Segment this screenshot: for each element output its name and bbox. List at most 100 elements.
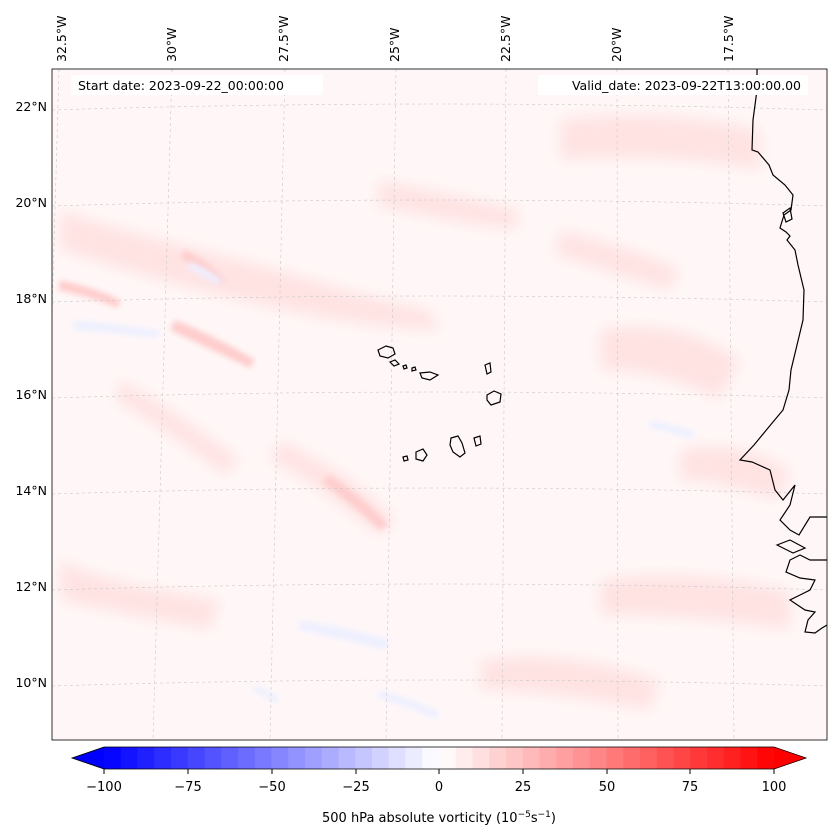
colorbar-segment xyxy=(254,747,272,769)
colorbar: −100 −75 −50 −25 0 25 50 75 100 500 hPa … xyxy=(70,746,808,826)
colorbar-segment xyxy=(539,747,557,769)
colorbar-segment xyxy=(321,747,339,769)
colorbar-segment xyxy=(422,747,440,769)
lon-label: 22.5°W xyxy=(498,16,513,62)
colorbar-segment xyxy=(120,747,138,769)
cb-tick-label: −50 xyxy=(258,780,285,795)
start-date-label: Start date: 2023-09-22_00:00:00 xyxy=(78,78,284,93)
colorbar-segment xyxy=(388,747,406,769)
colorbar-segment xyxy=(238,747,256,769)
colorbar-segment xyxy=(723,747,741,769)
island-maio xyxy=(473,435,482,447)
colorbar-segment xyxy=(707,747,725,769)
island-santiago xyxy=(449,435,466,458)
cb-tick-label: 50 xyxy=(599,780,616,795)
lon-label: 20°W xyxy=(609,27,624,62)
colorbar-segment xyxy=(338,747,356,769)
colorbar-segment xyxy=(204,747,222,769)
colorbar-segment xyxy=(439,747,457,769)
latitude-labels: 22°N 20°N 18°N 16°N 14°N 12°N 10°N xyxy=(15,99,47,690)
colorbar-segment xyxy=(489,747,507,769)
lat-gridline xyxy=(52,295,827,303)
colorbar-segment xyxy=(288,747,306,769)
colorbar-segment xyxy=(623,747,641,769)
colorbar-segment xyxy=(355,747,373,769)
gridlines xyxy=(52,69,827,740)
colorbar-segment xyxy=(104,747,122,769)
island-santa-luzia xyxy=(402,364,408,370)
colorbar-segment xyxy=(673,747,691,769)
colorbar-segment xyxy=(137,747,155,769)
lat-label: 18°N xyxy=(15,291,47,306)
island-santo-antao xyxy=(377,345,396,359)
colorbar-tick-labels: −100 −75 −50 −25 0 25 50 75 100 xyxy=(86,780,786,795)
lon-label: 17.5°W xyxy=(721,16,736,62)
lat-label: 10°N xyxy=(15,675,47,690)
valid-date-label: Valid_date: 2023-09-22T13:00:00.00 xyxy=(572,78,801,93)
colorbar-segment xyxy=(305,747,323,769)
lat-gridline xyxy=(52,583,827,591)
colorbar-segment xyxy=(154,747,172,769)
cb-tick-label: 0 xyxy=(435,780,443,795)
lon-gridline xyxy=(501,69,507,740)
cb-tick-label: 100 xyxy=(762,780,787,795)
lon-gridline xyxy=(616,69,619,740)
colorbar-segment xyxy=(271,747,289,769)
island-sao-nicolau xyxy=(411,366,417,372)
lat-label: 22°N xyxy=(15,99,47,114)
colorbar-extend-high xyxy=(774,747,806,769)
colorbar-segment xyxy=(640,747,658,769)
start-date-box xyxy=(71,75,323,95)
colorbar-segment xyxy=(171,747,189,769)
cb-tick-label: −25 xyxy=(342,780,369,795)
map-panel: Start date: 2023-09-22_00:00:00 Valid_da… xyxy=(51,68,828,741)
colorbar-segment xyxy=(522,747,540,769)
colorbar-segment xyxy=(372,747,390,769)
lon-label: 30°W xyxy=(164,27,179,62)
island-small xyxy=(782,206,793,223)
lon-gridline xyxy=(152,69,173,740)
colorbar-segment xyxy=(472,747,490,769)
longitude-labels: 32.5°W 30°W 27.5°W 25°W 22.5°W 20°W 17.5… xyxy=(54,16,736,62)
lon-label: 27.5°W xyxy=(276,16,291,62)
coastlines xyxy=(377,69,827,634)
island-sao-nicolau-2 xyxy=(419,371,440,381)
lat-label: 20°N xyxy=(15,195,47,210)
lat-gridline xyxy=(52,679,827,687)
colorbar-segment xyxy=(187,747,205,769)
cb-tick-label: −100 xyxy=(86,780,122,795)
africa-coastline xyxy=(738,69,827,634)
lon-gridline xyxy=(269,69,286,740)
colorbar-segment xyxy=(656,747,674,769)
vorticity-field xyxy=(58,114,790,720)
colorbar-segment xyxy=(556,747,574,769)
lat-gridline xyxy=(52,199,827,207)
map-frame xyxy=(51,68,828,741)
colorbar-segment xyxy=(690,747,708,769)
lat-label: 16°N xyxy=(15,387,47,402)
lat-label: 12°N xyxy=(15,579,47,594)
colorbar-segment xyxy=(757,747,775,769)
colorbar-ticks xyxy=(103,769,775,774)
cb-tick-label: 25 xyxy=(515,780,532,795)
colorbar-label: 500 hPa absolute vorticity (10−5s−1) xyxy=(322,810,556,826)
colorbar-segment xyxy=(573,747,591,769)
colorbar-segment xyxy=(506,747,524,769)
colorbar-segment xyxy=(455,747,473,769)
valid-date-box xyxy=(538,75,808,95)
colorbar-segment xyxy=(221,747,239,769)
colorbar-segments xyxy=(104,747,775,769)
lon-gridline xyxy=(385,69,397,740)
map-background xyxy=(52,69,827,740)
senegal-inlet xyxy=(775,539,807,554)
island-boa-vista xyxy=(486,390,502,406)
colorbar-segment xyxy=(589,747,607,769)
island-fogo xyxy=(415,448,428,462)
lat-gridline xyxy=(52,487,827,495)
island-brava xyxy=(402,455,409,462)
lon-label: 32.5°W xyxy=(54,16,69,62)
lon-gridline xyxy=(727,69,735,740)
colorbar-segment xyxy=(740,747,758,769)
lat-gridline xyxy=(52,103,827,111)
